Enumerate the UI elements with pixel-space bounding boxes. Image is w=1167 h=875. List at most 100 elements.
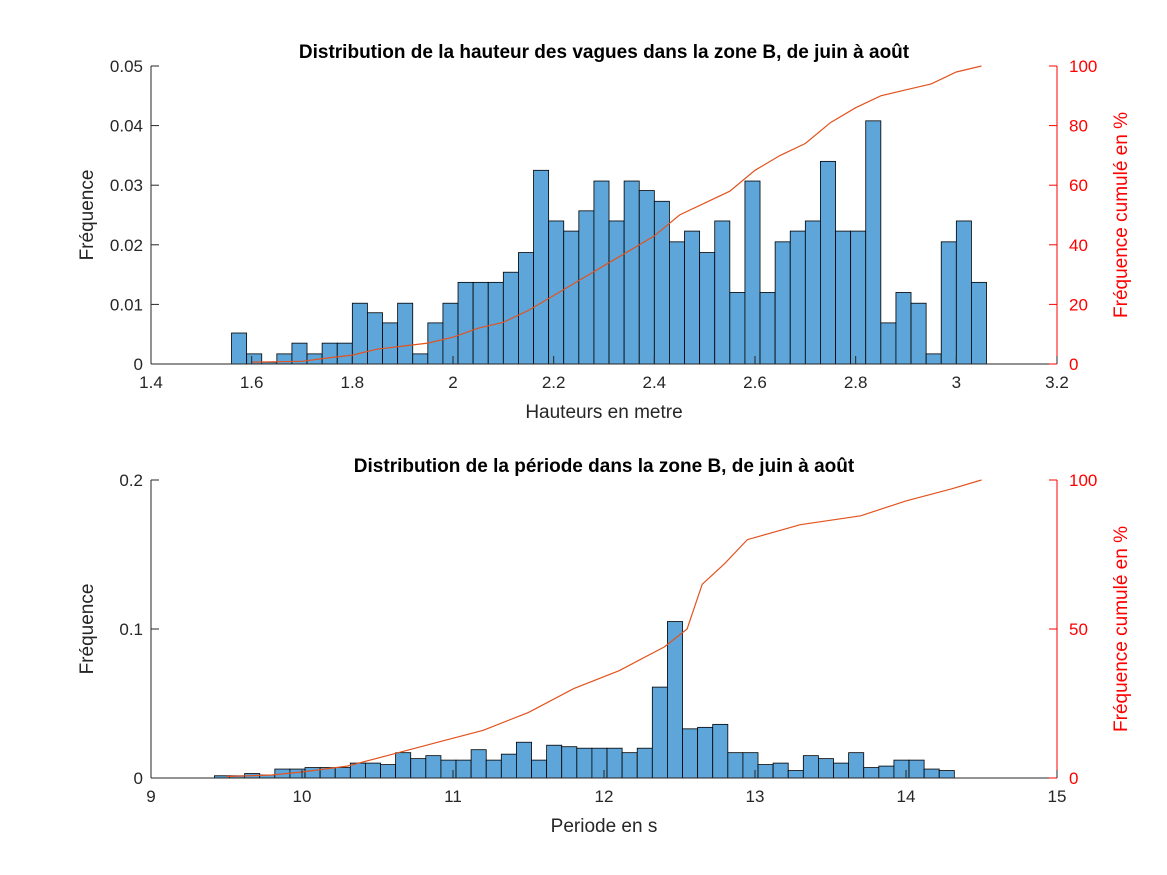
histogram-bar — [334, 767, 351, 779]
x-tick-label: 1.8 — [341, 373, 365, 392]
histogram-bar — [757, 764, 774, 779]
histogram-bar — [910, 302, 927, 365]
histogram-bar — [789, 230, 806, 365]
y-tick-label: 0.03 — [110, 176, 143, 195]
histogram-bars — [231, 120, 987, 365]
chart-period: Distribution de la période dans la zone … — [77, 456, 1132, 837]
histogram-bar — [397, 302, 414, 365]
histogram-bar — [500, 753, 517, 779]
y-tick-label: 0.04 — [110, 117, 143, 136]
y-tick-label: 0.05 — [110, 57, 143, 76]
histogram-bar — [231, 332, 248, 365]
x-tick-label: 2.6 — [743, 373, 767, 392]
x-tick-label: 14 — [897, 787, 916, 806]
histogram-bar — [804, 220, 821, 365]
x-tick-label: 2.8 — [844, 373, 868, 392]
x-axis-label: Periode en s — [551, 816, 658, 837]
y-axis-label: Fréquence — [77, 584, 98, 675]
histogram-bar — [744, 180, 761, 365]
x-tick-labels: 9 10 11 12 13 14 15 — [146, 787, 1066, 806]
histogram-bar — [304, 767, 321, 779]
histogram-bar — [697, 726, 714, 779]
histogram-bar — [684, 230, 701, 365]
histogram-bar — [472, 281, 489, 365]
histogram-bar — [336, 342, 353, 365]
histogram-bar — [410, 758, 427, 779]
histogram-bar — [349, 762, 366, 779]
histogram-bar — [848, 752, 865, 779]
histogram-bar — [395, 752, 412, 779]
histogram-bar — [955, 220, 972, 365]
histogram-bar — [850, 230, 867, 365]
y-right-tick-label: 60 — [1069, 176, 1088, 195]
histogram-bar — [712, 723, 729, 779]
histogram-bar — [938, 770, 955, 779]
histogram-bar — [440, 759, 457, 779]
histogram-bar — [682, 728, 699, 779]
cumulative-line — [251, 65, 982, 363]
histogram-bar — [382, 322, 399, 365]
y-tick-label: 0.02 — [110, 236, 143, 255]
y-right-tick-label: 80 — [1069, 117, 1088, 136]
x-tick-label: 15 — [1048, 787, 1067, 806]
x-tick-label: 1.6 — [240, 373, 264, 392]
histogram-bar — [863, 767, 880, 779]
y-right-tick-label: 100 — [1069, 471, 1097, 490]
histogram-bar — [940, 241, 957, 365]
y-tick-label: 0.01 — [110, 295, 143, 314]
x-tick-label: 3 — [952, 373, 961, 392]
x-tick-label: 2.2 — [542, 373, 566, 392]
histogram-bar — [578, 210, 595, 365]
histogram-bar — [623, 180, 640, 365]
chart-wave-height: Distribution de la hauteur des vagues da… — [77, 42, 1132, 423]
histogram-bar — [425, 755, 442, 779]
histogram-bar — [802, 755, 819, 779]
histogram-bar — [591, 747, 608, 779]
histogram-bar — [759, 292, 776, 365]
y-axis-label: Fréquence — [77, 170, 98, 261]
histogram-bar — [533, 169, 550, 365]
histogram-bar — [729, 292, 746, 365]
histogram-bar — [772, 762, 789, 779]
histogram-bar — [895, 292, 912, 365]
histogram-bar — [608, 220, 625, 365]
histogram-bar — [470, 749, 487, 779]
histogram-bar — [606, 747, 623, 779]
histogram-bar — [531, 759, 548, 779]
x-tick-label: 3.2 — [1045, 373, 1069, 392]
histogram-bar — [365, 762, 381, 779]
histogram-bar — [442, 302, 459, 365]
y-tick-labels: 0 0.01 0.02 0.03 0.04 0.05 — [110, 57, 143, 374]
y-right-tick-label: 40 — [1069, 236, 1088, 255]
histogram-bar — [576, 747, 593, 779]
axes-frame — [150, 65, 1058, 365]
histogram-bar — [457, 281, 474, 365]
histogram-bar — [818, 758, 834, 779]
histogram-bar — [548, 220, 565, 365]
histogram-bar — [699, 252, 716, 365]
histogram-bar — [835, 230, 852, 365]
histogram-bar — [727, 752, 744, 779]
histogram-bar — [593, 180, 610, 365]
histogram-bar — [774, 241, 791, 365]
axes-frame — [150, 479, 1058, 779]
y-tick-label: 0.1 — [119, 620, 143, 639]
y-tick-label: 0 — [134, 769, 143, 788]
histogram-bar — [787, 770, 804, 779]
histogram-bar — [971, 281, 987, 365]
histogram-bars — [214, 621, 955, 779]
x-tick-label: 9 — [146, 787, 155, 806]
y-right-tick-label: 20 — [1069, 295, 1088, 314]
y-right-tick-label: 0 — [1069, 355, 1078, 374]
y-right-axis-label: Fréquence cumulé en % — [1111, 526, 1132, 732]
histogram-bar — [923, 768, 940, 779]
histogram-bar — [367, 312, 383, 365]
histogram-bar — [563, 230, 580, 365]
histogram-bar — [427, 322, 444, 365]
histogram-bar — [833, 762, 850, 779]
histogram-bar — [878, 765, 895, 779]
y-right-tick-label: 0 — [1069, 769, 1078, 788]
chart-title: Distribution de la hauteur des vagues da… — [299, 42, 910, 63]
histogram-bar — [636, 747, 653, 779]
